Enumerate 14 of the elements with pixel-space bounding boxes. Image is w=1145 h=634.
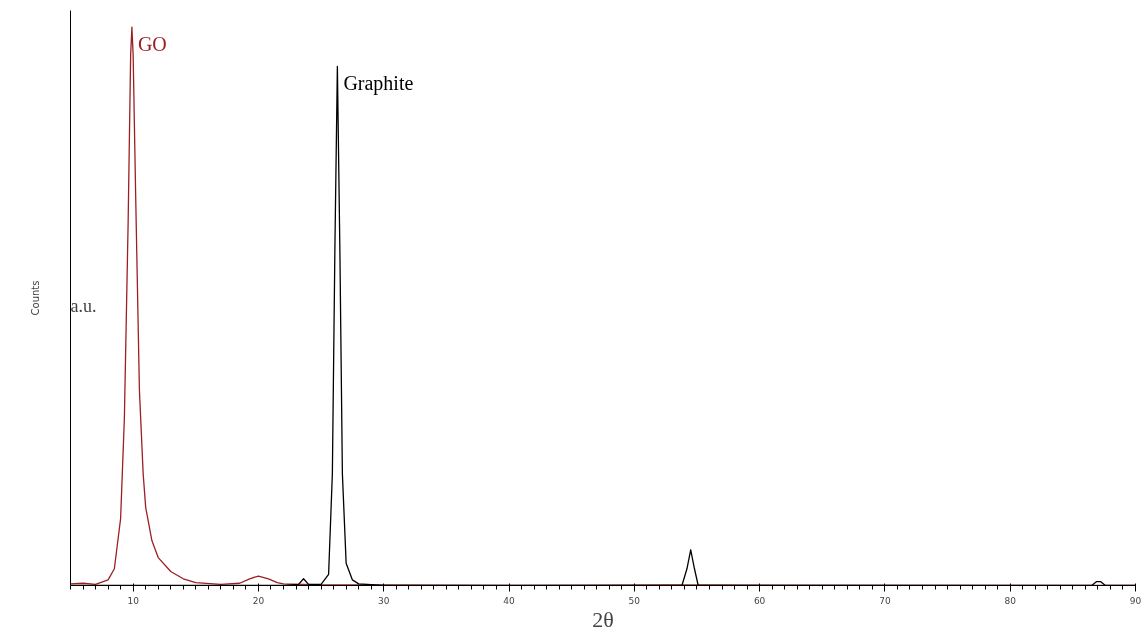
x-tick-label: 60 [753, 595, 766, 606]
x-tick-label: 20 [252, 595, 265, 606]
series-label: Graphite [343, 72, 414, 96]
x-tick-label: 30 [378, 595, 390, 606]
annotation: a.u. [70, 296, 97, 317]
x-tick-label: 70 [879, 595, 891, 606]
x-tick-label: 50 [628, 595, 641, 606]
x-tick-label: 10 [127, 595, 140, 606]
series-label: GO [137, 33, 167, 56]
x-tick-label: 40 [503, 595, 516, 606]
x-tick-label: 80 [1004, 595, 1017, 606]
x-tick-label: 90 [1129, 595, 1142, 606]
y-axis-title: Counts [29, 280, 41, 316]
x-axis-title: 2θ [592, 606, 614, 632]
